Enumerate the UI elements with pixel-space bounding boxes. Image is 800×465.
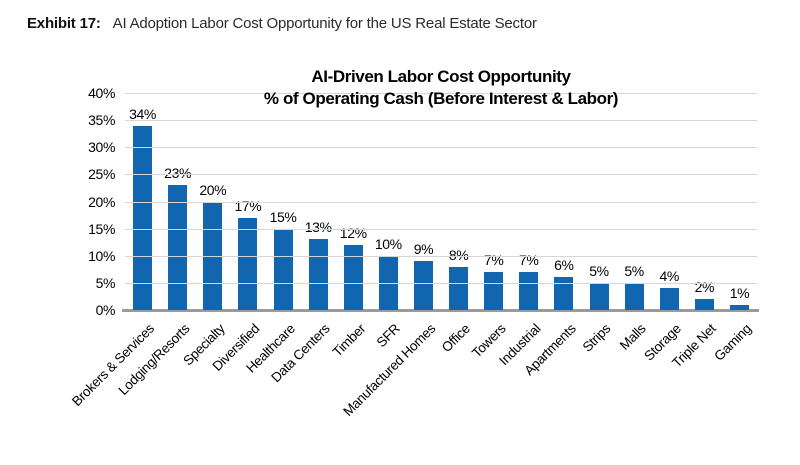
bar-value-label: 34% xyxy=(129,105,156,122)
y-axis-tick-label: 25% xyxy=(88,166,115,183)
gridline xyxy=(125,255,757,257)
exhibit-title-text: AI Adoption Labor Cost Opportunity for t… xyxy=(112,15,537,32)
y-axis-tick-label: 40% xyxy=(88,85,115,101)
bar-value-label: 23% xyxy=(164,165,192,182)
bar xyxy=(133,125,153,310)
x-axis-category-label: SFR xyxy=(373,321,403,351)
y-axis-tick-label: 35% xyxy=(88,112,115,129)
x-axis-baseline xyxy=(122,309,759,312)
bar xyxy=(343,244,363,310)
bar xyxy=(729,304,749,310)
x-axis-category-label: Timber xyxy=(329,321,368,360)
chart-title-line1: AI-Driven Labor Cost Opportunity xyxy=(311,67,571,86)
exhibit-number-label: Exhibit 17: xyxy=(27,15,101,32)
bar xyxy=(519,272,539,310)
y-axis-tick-label: 5% xyxy=(95,274,116,291)
bar xyxy=(273,228,293,310)
y-axis-tick-label: 15% xyxy=(88,220,115,237)
y-axis-tick-label: 0% xyxy=(95,302,116,318)
bar-value-label: 4% xyxy=(659,268,680,285)
gridline xyxy=(125,93,757,94)
bar xyxy=(659,288,679,310)
gridline xyxy=(125,174,757,176)
bar-value-label: 13% xyxy=(304,219,332,236)
bar-value-label: 5% xyxy=(589,262,609,279)
bar-value-label: 1% xyxy=(729,284,750,301)
y-axis-tick-label: 10% xyxy=(88,247,115,264)
gridline xyxy=(125,147,757,149)
bar xyxy=(308,239,328,310)
bar-value-label: 9% xyxy=(413,241,434,258)
gridline xyxy=(125,282,757,284)
bar-chart-plot-area: 34% 23% 20% 17% 15% 13% 12% 10% 9% 8% 7% 7% 6% 5% 5% 4%… xyxy=(88,86,759,317)
bar-value-label: 20% xyxy=(199,181,227,198)
bar-value-label: 6% xyxy=(554,257,574,274)
gridline xyxy=(125,201,757,203)
x-axis-category-label: Malls xyxy=(616,321,649,353)
bar-value-label: 5% xyxy=(624,262,644,279)
bar xyxy=(238,217,258,310)
x-axis-category-label: Gaming xyxy=(711,321,755,364)
x-axis-labels: Brokers & Services Lodging/Resorts Special… xyxy=(69,317,757,457)
y-axis-tick-label: 30% xyxy=(88,139,115,156)
bar xyxy=(168,185,188,310)
bar xyxy=(694,299,714,310)
bar xyxy=(554,277,574,310)
bar xyxy=(484,272,504,310)
bar-value-label: 8% xyxy=(448,246,469,263)
bar-value-label: 10% xyxy=(374,235,402,252)
bar xyxy=(413,261,433,310)
bar xyxy=(449,266,469,310)
exhibit-header: Exhibit 17: AI Adoption Labor Cost Opport… xyxy=(27,15,537,32)
bar xyxy=(624,282,644,310)
bar xyxy=(589,282,609,310)
gridline xyxy=(125,120,757,122)
bar-value-label: 15% xyxy=(269,208,297,225)
y-axis-tick-label: 20% xyxy=(88,193,115,210)
gridline xyxy=(125,228,757,230)
x-axis-category-label: Strips xyxy=(579,321,614,355)
